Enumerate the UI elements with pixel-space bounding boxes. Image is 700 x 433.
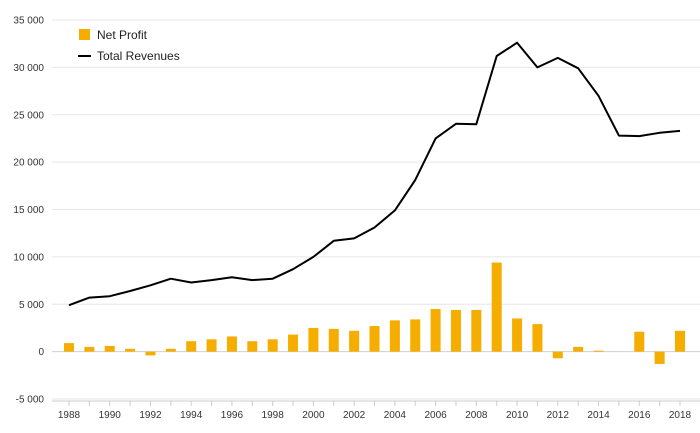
net-profit-bar: [634, 331, 645, 352]
net-profit-bar: [430, 308, 441, 352]
y-tick-label: 5 000: [19, 300, 44, 311]
net-profit-bar: [573, 346, 584, 352]
net-profit-bars: [64, 262, 685, 364]
net-profit-bar: [104, 345, 115, 352]
x-tick-label: 1988: [58, 410, 81, 421]
net-profit-bar: [288, 334, 299, 352]
x-tick-label: 2004: [384, 410, 407, 421]
x-tick-label: 2014: [587, 410, 610, 421]
net-profit-bar: [450, 309, 461, 352]
net-profit-bar: [369, 326, 380, 352]
net-profit-bar: [512, 318, 523, 352]
y-tick-label: 25 000: [13, 110, 44, 121]
net-profit-bar: [145, 351, 156, 356]
net-profit-bar: [186, 341, 197, 352]
net-profit-bar: [349, 330, 360, 352]
x-tick-label: 1996: [221, 410, 244, 421]
legend-label-total-revenues: Total Revenues: [97, 49, 180, 63]
y-tick-label: 10 000: [13, 252, 44, 263]
x-tick-label: 1998: [262, 410, 285, 421]
y-tick-label: 20 000: [13, 158, 44, 169]
total-revenues-line: [68, 41, 681, 307]
net-profit-bar: [675, 330, 685, 352]
y-tick-label: -5 000: [16, 395, 45, 406]
x-tick-label: 1990: [99, 410, 122, 421]
y-tick-label: 15 000: [13, 205, 44, 216]
net-profit-bar: [267, 339, 278, 352]
legend-swatch-net-profit: [79, 29, 90, 40]
x-tick-label: 2006: [424, 410, 447, 421]
net-profit-bar: [226, 336, 237, 352]
x-tick-label: 2018: [669, 410, 692, 421]
x-tick-label: 2012: [547, 410, 570, 421]
x-axis-ticks: 1988 1990 1992 1994 1996 1998 2000 2002 2004 2006…: [52, 400, 700, 421]
x-tick-label: 2000: [302, 410, 325, 421]
x-tick-label: 2008: [465, 410, 488, 421]
x-tick-label: 2010: [506, 410, 529, 421]
net-profit-bar: [84, 346, 95, 352]
net-profit-bar: [308, 327, 319, 352]
x-tick-label: 2016: [628, 410, 651, 421]
net-profit-bar: [328, 328, 339, 352]
legend: Net Profit Total Revenues: [78, 28, 180, 63]
net-profit-bar: [165, 348, 176, 352]
net-profit-bar: [125, 348, 136, 352]
net-profit-bar: [654, 351, 665, 364]
total-revenues-line-group: [68, 41, 681, 307]
net-profit-bar: [491, 262, 502, 352]
net-profit-bar: [247, 341, 258, 352]
net-profit-bar: [410, 319, 421, 352]
y-tick-label: 0: [38, 347, 44, 358]
net-profit-bar: [206, 339, 217, 352]
legend-label-net-profit: Net Profit: [97, 28, 148, 42]
net-profit-bar: [389, 320, 400, 352]
x-tick-label: 2002: [343, 410, 366, 421]
net-profit-bar: [593, 350, 604, 352]
x-tick-label: 1992: [139, 410, 162, 421]
y-tick-label: 35 000: [13, 16, 44, 27]
x-tick-label: 1994: [180, 410, 203, 421]
grid-lines: [52, 19, 700, 400]
net-profit-bar: [64, 343, 74, 352]
net-profit-bar: [532, 324, 543, 352]
y-axis-ticks: -5 000 0 5 000 10 000 15 000 20 000 25 000 30 0…: [13, 16, 44, 406]
net-profit-bar: [552, 351, 563, 359]
net-profit-bar: [471, 309, 482, 352]
y-tick-label: 30 000: [13, 63, 44, 74]
